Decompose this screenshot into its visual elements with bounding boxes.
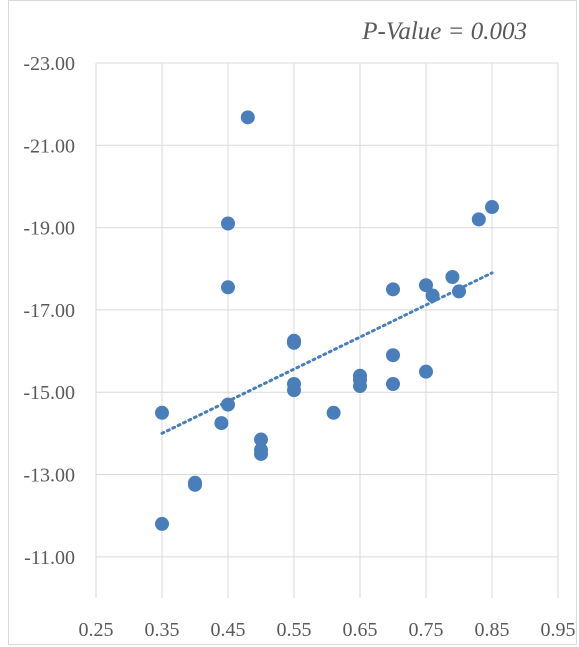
data-point [471, 212, 486, 227]
linear-trendline [160, 271, 494, 435]
data-point [386, 377, 400, 391]
data-point [386, 348, 400, 363]
x-tick-label: 0.25 [79, 619, 114, 641]
data-point [445, 270, 460, 284]
data-point [326, 405, 341, 420]
x-tick-label: 0.35 [145, 619, 180, 641]
data-points [155, 110, 499, 531]
data-point [452, 284, 466, 299]
data-point [221, 216, 235, 231]
data-point [214, 416, 229, 431]
chart-area [8, 0, 577, 645]
y-tick-label: -21.00 [23, 135, 75, 157]
y-tick-label: -19.00 [23, 218, 75, 240]
y-tick-label: -17.00 [23, 300, 75, 322]
trendline-layer [160, 271, 494, 435]
y-axis-tick-labels: -11.00 -13.00 -15.00 -17.00 -19.00 -21.00 -23.… [23, 53, 75, 569]
y-tick-label: -13.00 [23, 465, 75, 487]
data-point [353, 379, 367, 394]
x-tick-label: 0.45 [211, 619, 246, 641]
data-point [254, 446, 268, 461]
y-tick-label: -15.00 [23, 382, 75, 404]
data-point [155, 516, 169, 531]
data-point [419, 364, 433, 379]
data-point [254, 432, 268, 447]
y-tick-label: -11.00 [24, 547, 75, 569]
y-tick-label: -23.00 [23, 53, 75, 75]
data-point [240, 110, 255, 125]
gridlines [95, 62, 559, 598]
data-point [155, 405, 169, 420]
data-point [287, 335, 301, 350]
data-point [485, 200, 499, 215]
data-point [221, 397, 235, 412]
x-tick-label: 0.65 [343, 619, 378, 641]
data-point [188, 475, 202, 490]
data-point [221, 280, 235, 295]
data-point [287, 383, 301, 398]
data-point [386, 282, 400, 297]
x-tick-label: 0.85 [475, 619, 510, 641]
x-tick-label: 0.75 [409, 619, 444, 641]
p-value-annotation: P-Value = 0.003 [361, 18, 527, 45]
x-tick-label: 0.55 [277, 619, 312, 641]
data-point [419, 278, 433, 293]
x-axis-tick-labels: 0.25 0.35 0.45 0.55 0.65 0.75 0.85 0.95 [79, 619, 576, 641]
data-point [425, 288, 440, 303]
x-tick-label: 0.95 [541, 619, 576, 641]
